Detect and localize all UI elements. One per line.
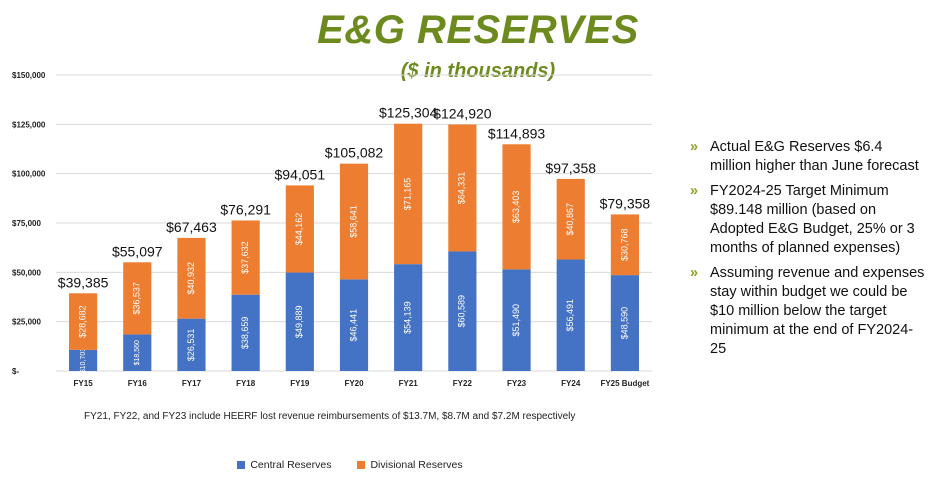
bar-segment-central bbox=[69, 349, 98, 371]
bar-segment-central bbox=[610, 275, 639, 371]
slide-title: E&G RESERVES bbox=[317, 8, 639, 52]
x-tick-label: FY23 bbox=[507, 379, 527, 388]
data-label-central: $38,659 bbox=[240, 317, 250, 350]
bar-segment-central bbox=[502, 269, 531, 371]
bullet-item: » Assuming revenue and expenses stay with… bbox=[690, 264, 926, 359]
total-label: $39,385 bbox=[58, 274, 109, 290]
x-tick-label: FY24 bbox=[561, 379, 581, 388]
bar-segment-divisional bbox=[285, 185, 314, 273]
bullet-item: » FY2024-25 Target Minimum $89.148 millio… bbox=[690, 182, 926, 258]
x-tick-label: FY16 bbox=[128, 379, 148, 388]
slide-subtitle: ($ in thousands) bbox=[400, 60, 556, 82]
legend-swatch-central bbox=[237, 461, 246, 469]
bullet-marker: » bbox=[690, 183, 699, 199]
data-label-divisional: $63,403 bbox=[511, 191, 521, 224]
total-label: $76,291 bbox=[220, 201, 271, 217]
data-label-divisional: $58,641 bbox=[348, 205, 358, 238]
y-tick-label: $75,000 bbox=[12, 219, 41, 228]
total-label: $94,051 bbox=[275, 166, 326, 182]
data-label-divisional: $37,632 bbox=[240, 241, 250, 274]
total-label: $67,463 bbox=[166, 219, 217, 235]
data-label-central: $54,139 bbox=[403, 301, 413, 334]
bullet-marker: » bbox=[690, 265, 699, 281]
bar-segment-central bbox=[394, 264, 423, 371]
total-label: $97,358 bbox=[545, 160, 596, 176]
bar-segment-divisional bbox=[448, 124, 477, 252]
data-label-divisional: $64,331 bbox=[457, 172, 467, 205]
data-label-central: $48,590 bbox=[619, 307, 629, 340]
data-label-central: $10,703 bbox=[80, 348, 87, 373]
bullet-text: Assuming revenue and expenses stay withi… bbox=[710, 265, 925, 357]
total-label: $114,893 bbox=[488, 125, 546, 141]
data-label-divisional: $28,682 bbox=[77, 305, 87, 338]
summary-bullets: » Actual E&G Reserves $6.4 million higher… bbox=[690, 138, 926, 365]
total-label: $79,358 bbox=[600, 195, 651, 211]
bar-segment-central bbox=[123, 334, 152, 371]
bar-segment-divisional bbox=[69, 293, 98, 350]
data-label-divisional: $40,932 bbox=[186, 262, 196, 295]
x-tick-label: FY22 bbox=[453, 379, 473, 388]
data-label-central: $56,491 bbox=[565, 299, 575, 332]
data-label-divisional: $36,537 bbox=[132, 282, 142, 315]
bar-segment-central bbox=[285, 272, 314, 371]
legend-item-divisional: Divisional Reserves bbox=[357, 459, 463, 471]
data-label-divisional: $30,768 bbox=[619, 228, 629, 261]
x-tick-label: FY15 bbox=[74, 379, 94, 388]
data-label-divisional: $71,165 bbox=[403, 178, 413, 211]
y-tick-label: $- bbox=[12, 367, 19, 376]
data-label-central: $18,560 bbox=[134, 340, 141, 365]
bar-segment-divisional bbox=[610, 214, 639, 276]
total-label: $55,097 bbox=[112, 243, 163, 259]
bar-segment-divisional bbox=[123, 262, 152, 335]
bar-segment-divisional bbox=[177, 237, 206, 319]
bar-segment-central bbox=[339, 279, 369, 371]
x-tick-label: FY21 bbox=[399, 379, 419, 388]
legend-item-central: Central Reserves bbox=[237, 459, 331, 471]
data-label-central: $49,889 bbox=[294, 306, 304, 339]
bullet-text: FY2024-25 Target Minimum $89.148 million… bbox=[710, 183, 915, 256]
x-tick-label: FY17 bbox=[182, 379, 202, 388]
chart-footnote: FY21, FY22, and FY23 include HEERF lost … bbox=[84, 411, 576, 422]
y-tick-label: $125,000 bbox=[12, 120, 46, 129]
x-tick-label: FY19 bbox=[290, 379, 310, 388]
stacked-bar-chart: $- $25,000 $50,000 $75,000 $100,000 $125,000 $… bbox=[12, 71, 652, 388]
bullet-text: Actual E&G Reserves $6.4 million higher … bbox=[710, 139, 919, 174]
y-tick-label: $25,000 bbox=[12, 318, 41, 327]
y-tick-label: $50,000 bbox=[12, 268, 41, 277]
bar-segment-central bbox=[231, 294, 260, 371]
legend-label-central: Central Reserves bbox=[250, 459, 332, 471]
data-label-divisional: $40,867 bbox=[565, 203, 575, 236]
data-label-divisional: $44,162 bbox=[294, 213, 304, 246]
y-tick-label: $100,000 bbox=[12, 170, 46, 179]
data-label-central: $46,441 bbox=[348, 309, 358, 342]
x-tick-label: FY25 Budget bbox=[600, 379, 649, 388]
bar-segment-central bbox=[556, 259, 585, 371]
bullet-marker: » bbox=[690, 139, 699, 155]
y-tick-label: $150,000 bbox=[12, 71, 46, 80]
bar-segment-divisional bbox=[556, 178, 585, 260]
data-label-central: $60,589 bbox=[457, 295, 467, 328]
data-label-central: $26,531 bbox=[186, 329, 196, 362]
bar-segment-divisional bbox=[502, 144, 531, 270]
total-label: $125,304 bbox=[379, 105, 438, 121]
bar-segment-central bbox=[177, 318, 206, 371]
bar-segment-divisional bbox=[339, 163, 369, 280]
legend-label-divisional: Divisional Reserves bbox=[370, 459, 463, 471]
total-label: $124,920 bbox=[433, 105, 492, 121]
total-label: $105,082 bbox=[325, 145, 384, 161]
bullet-item: » Actual E&G Reserves $6.4 million higher… bbox=[690, 138, 926, 176]
bar-segment-central bbox=[448, 251, 477, 371]
x-tick-label: FY18 bbox=[236, 379, 256, 388]
legend-swatch-divisional bbox=[357, 461, 366, 469]
bar-segment-divisional bbox=[394, 123, 423, 265]
chart-legend: Central Reserves Divisional Reserves bbox=[0, 459, 700, 471]
bar-segment-divisional bbox=[231, 220, 260, 295]
x-tick-label: FY20 bbox=[344, 379, 364, 388]
data-label-central: $51,490 bbox=[511, 304, 521, 337]
